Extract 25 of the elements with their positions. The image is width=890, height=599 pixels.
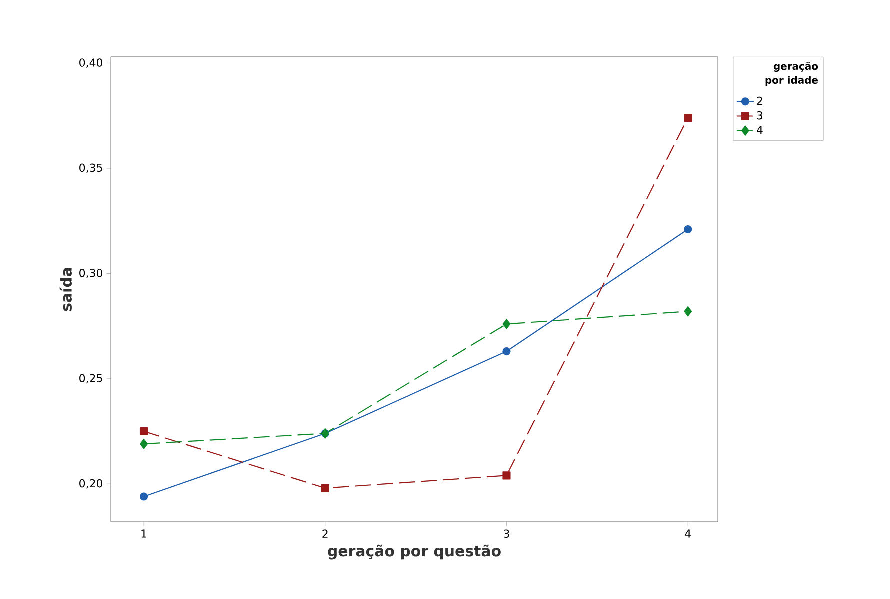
point: [684, 225, 692, 234]
point: [140, 439, 148, 450]
legend-label: 3: [757, 111, 763, 120]
point: [321, 484, 330, 492]
point: [684, 306, 692, 317]
y-tick-label: 0,30: [80, 269, 102, 278]
point: [502, 348, 511, 356]
legend-label: 4: [757, 126, 763, 134]
legend-label: 2: [757, 96, 762, 105]
point: [140, 427, 148, 436]
y-tick-label: 0,35: [80, 164, 102, 174]
y-tick-label: 0,25: [80, 374, 102, 384]
x-tick-label: 4: [685, 530, 691, 538]
point: [502, 472, 511, 480]
point: [502, 319, 511, 330]
y-axis-title: saída: [60, 268, 72, 312]
legend-title: geração por idade: [766, 62, 818, 86]
y-tick-label: 0,40: [80, 58, 102, 68]
x-tick-label: 2: [322, 530, 328, 538]
x-axis-title: geração por questão: [328, 544, 501, 560]
point: [140, 492, 148, 501]
x-tick-label: 1: [142, 530, 146, 538]
x-tick-label: 3: [504, 530, 510, 538]
y-tick-label: 0,20: [80, 479, 102, 489]
point: [684, 114, 692, 122]
